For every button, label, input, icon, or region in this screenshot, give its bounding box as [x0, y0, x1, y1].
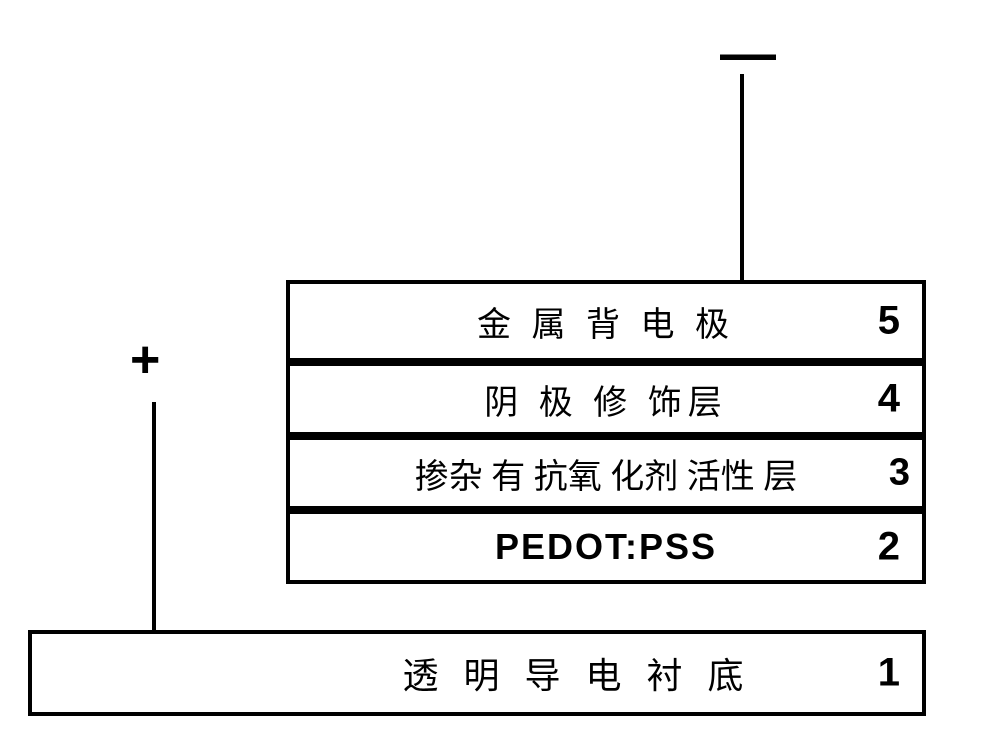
cathode-wire — [740, 74, 744, 282]
layer-number: 1 — [878, 651, 900, 696]
anode-wire — [152, 402, 156, 632]
layer-label: 掺杂 有 抗氧 化剂 活性 层 — [415, 449, 798, 498]
cathode-terminal-minus: — — [720, 20, 776, 85]
layer-number: 2 — [878, 525, 900, 570]
layer-active-layer-with-antioxidant: 掺杂 有 抗氧 化剂 活性 层 3 — [286, 436, 926, 510]
layer-cathode-buffer-layer: 阴 极 修 饰层 4 — [286, 362, 926, 436]
layer-metal-back-electrode: 金 属 背 电 极 5 — [286, 280, 926, 362]
layer-label: 阴 极 修 饰层 — [484, 375, 728, 424]
layer-number: 4 — [878, 377, 900, 422]
layer-number: 3 — [889, 452, 910, 495]
layer-transparent-conductive-substrate: 透 明 导 电 衬 底 1 — [28, 630, 926, 716]
layer-label: PEDOT:PSS — [495, 526, 717, 568]
layer-label: 金 属 背 电 极 — [477, 297, 735, 346]
anode-terminal-plus: + — [130, 330, 160, 390]
layer-label: 透 明 导 电 衬 底 — [402, 647, 751, 699]
diagram-canvas: — + 金 属 背 电 极 5 阴 极 修 饰层 4 掺杂 有 抗氧 化剂 活性 层 3 P… — [0, 0, 992, 742]
layer-pedot-pss: PEDOT:PSS 2 — [286, 510, 926, 584]
layer-number: 5 — [878, 299, 900, 344]
